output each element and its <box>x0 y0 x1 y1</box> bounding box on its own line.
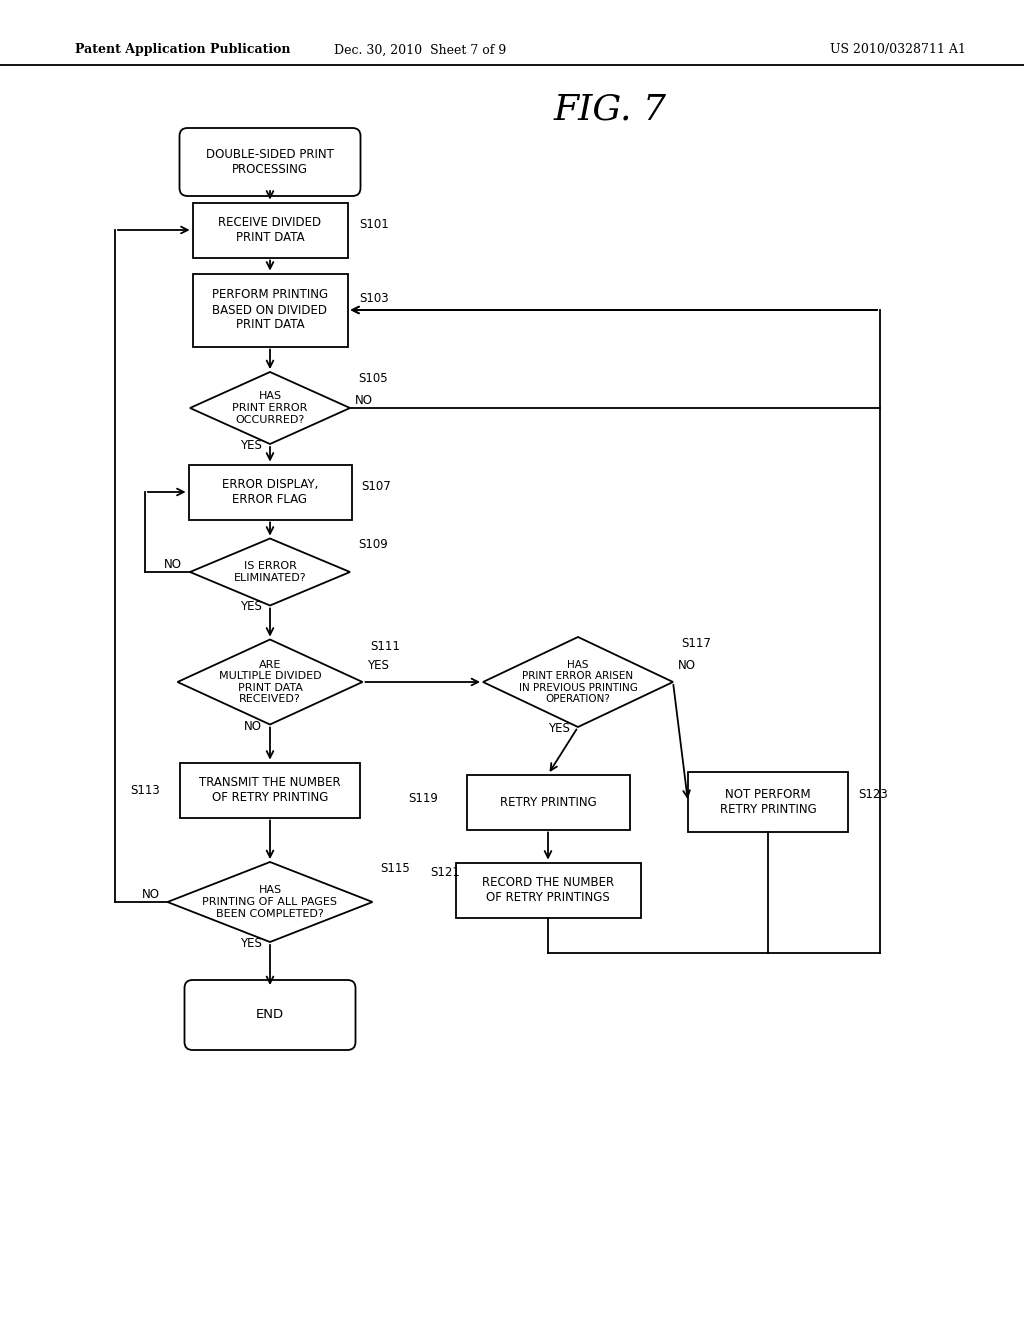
Bar <box>688 772 848 832</box>
Text: S117: S117 <box>681 638 711 649</box>
Polygon shape <box>190 539 350 606</box>
Text: S109: S109 <box>358 539 388 552</box>
Text: NOT PERFORM
RETRY PRINTING: NOT PERFORM RETRY PRINTING <box>720 788 816 816</box>
Polygon shape <box>168 862 373 942</box>
Polygon shape <box>190 372 350 444</box>
Text: YES: YES <box>368 659 389 672</box>
Text: S101: S101 <box>359 218 389 231</box>
Bar <box>180 763 360 817</box>
Bar <box>188 465 351 520</box>
FancyBboxPatch shape <box>184 979 355 1049</box>
Text: S121: S121 <box>430 866 461 879</box>
Text: PERFORM PRINTING
BASED ON DIVIDED
PRINT DATA: PERFORM PRINTING BASED ON DIVIDED PRINT … <box>212 289 328 331</box>
Text: YES: YES <box>548 722 570 735</box>
Text: HAS
PRINT ERROR
OCCURRED?: HAS PRINT ERROR OCCURRED? <box>232 392 307 425</box>
Bar <box>193 202 347 257</box>
Text: ERROR DISPLAY,
ERROR FLAG: ERROR DISPLAY, ERROR FLAG <box>222 478 318 506</box>
Text: NO: NO <box>164 557 182 570</box>
Text: S113: S113 <box>130 784 160 796</box>
Text: S105: S105 <box>358 372 388 385</box>
Text: NO: NO <box>678 659 696 672</box>
Text: RECORD THE NUMBER
OF RETRY PRINTINGS: RECORD THE NUMBER OF RETRY PRINTINGS <box>482 876 614 904</box>
Text: NO: NO <box>355 393 373 407</box>
Text: YES: YES <box>240 440 262 451</box>
Text: RETRY PRINTING: RETRY PRINTING <box>500 796 596 808</box>
Text: S107: S107 <box>361 480 391 494</box>
Polygon shape <box>483 638 673 727</box>
Text: ARE
MULTIPLE DIVIDED
PRINT DATA
RECEIVED?: ARE MULTIPLE DIVIDED PRINT DATA RECEIVED… <box>219 660 322 705</box>
Text: S119: S119 <box>409 792 438 804</box>
Text: YES: YES <box>240 937 262 950</box>
Text: IS ERROR
ELIMINATED?: IS ERROR ELIMINATED? <box>233 561 306 583</box>
Text: HAS
PRINTING OF ALL PAGES
BEEN COMPLETED?: HAS PRINTING OF ALL PAGES BEEN COMPLETED… <box>203 886 338 919</box>
Text: END: END <box>256 1008 284 1022</box>
FancyBboxPatch shape <box>179 128 360 195</box>
Text: FIG. 7: FIG. 7 <box>554 92 667 127</box>
Text: YES: YES <box>240 601 262 614</box>
Text: TRANSMIT THE NUMBER
OF RETRY PRINTING: TRANSMIT THE NUMBER OF RETRY PRINTING <box>200 776 341 804</box>
Bar <box>456 862 640 917</box>
Text: Patent Application Publication: Patent Application Publication <box>75 44 291 57</box>
Text: DOUBLE-SIDED PRINT
PROCESSING: DOUBLE-SIDED PRINT PROCESSING <box>206 148 334 176</box>
Text: NO: NO <box>141 887 160 900</box>
Text: S111: S111 <box>371 639 400 652</box>
Text: S123: S123 <box>858 788 888 800</box>
Polygon shape <box>177 639 362 725</box>
Bar <box>467 775 630 829</box>
Text: HAS
PRINT ERROR ARISEN
IN PREVIOUS PRINTING
OPERATION?: HAS PRINT ERROR ARISEN IN PREVIOUS PRINT… <box>518 660 637 705</box>
Text: S103: S103 <box>359 292 389 305</box>
Text: NO: NO <box>244 719 262 733</box>
Text: US 2010/0328711 A1: US 2010/0328711 A1 <box>830 44 966 57</box>
Text: RECEIVE DIVIDED
PRINT DATA: RECEIVE DIVIDED PRINT DATA <box>218 216 322 244</box>
Bar <box>193 273 347 346</box>
Text: Dec. 30, 2010  Sheet 7 of 9: Dec. 30, 2010 Sheet 7 of 9 <box>334 44 506 57</box>
Text: S115: S115 <box>381 862 411 875</box>
